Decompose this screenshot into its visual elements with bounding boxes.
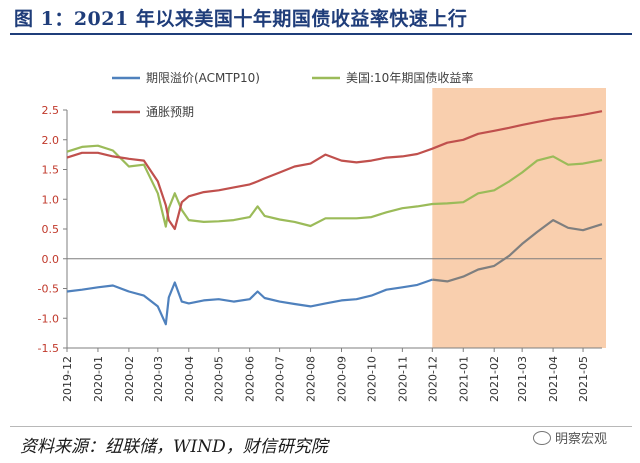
source-note: 资料来源：纽联储，WIND，财信研究院: [20, 437, 328, 457]
x-tick-label: 2020-12: [426, 356, 439, 402]
x-tick-label: 2021-04: [547, 356, 560, 402]
y-tick-label: 2.5: [42, 104, 60, 117]
legend-label-0: 期限溢价(ACMTP10): [146, 71, 260, 85]
x-tick-label: 2020-08: [305, 356, 318, 402]
highlight-band: [432, 88, 606, 348]
x-tick-label: 2020-04: [183, 356, 196, 402]
y-tick-label: 1.0: [42, 193, 60, 206]
series-line-1: [66, 144, 603, 228]
x-tick-label: 2021-02: [488, 356, 501, 402]
x-tick-label: 2021-03: [516, 356, 529, 402]
x-tick-label: 2019-12: [61, 356, 74, 402]
figure-title: 图 1：2021 年以来美国十年期国债收益率快速上行: [14, 8, 468, 30]
y-tick-label: -0.5: [38, 283, 59, 296]
watermark: 明察宏观: [533, 428, 607, 447]
y-tick-label: 1.5: [42, 164, 60, 177]
x-tick-label: 2020-02: [123, 356, 136, 402]
y-tick-label: -1.5: [38, 342, 59, 355]
source-divider: [10, 426, 632, 427]
series-line-0-highlight: [432, 219, 603, 283]
x-axis: 2019-12 2020-01 2020-02 2020-03 2020-04 2020-…: [61, 347, 602, 402]
x-tick-label: 2021-05: [577, 356, 590, 402]
x-tick-label: 2020-01: [92, 356, 105, 402]
series-line-2: [66, 110, 603, 231]
y-tick-label: -1.0: [38, 312, 59, 325]
legend-label-2: 通胀预期: [146, 105, 194, 119]
x-tick-label: 2020-10: [365, 356, 378, 402]
x-tick-label: 2020-07: [274, 356, 287, 402]
legend-label-1: 美国:10年期国债收益率: [346, 70, 473, 85]
watermark-label: 明察宏观: [555, 432, 608, 447]
x-tick-label: 2021-01: [457, 356, 470, 402]
x-tick-label: 2020-05: [213, 356, 226, 402]
wechat-icon: [533, 430, 551, 445]
x-tick-label: 2020-03: [152, 356, 165, 402]
y-tick-label: 0.5: [42, 223, 60, 236]
x-tick-label: 2020-06: [244, 356, 257, 402]
x-tick-label: 2020-09: [335, 356, 348, 402]
series-line-0: [66, 278, 433, 326]
y-tick-label: 0.0: [42, 253, 60, 266]
y-axis: 2.5 2.0 1.5 1.0 0.5 0.0 -0.5 -1.0 -1.5: [38, 104, 68, 355]
x-tick-label: 2020-11: [396, 356, 409, 402]
title-divider: [10, 33, 632, 35]
series-group: [66, 110, 603, 326]
y-tick-label: 2.0: [42, 134, 60, 147]
